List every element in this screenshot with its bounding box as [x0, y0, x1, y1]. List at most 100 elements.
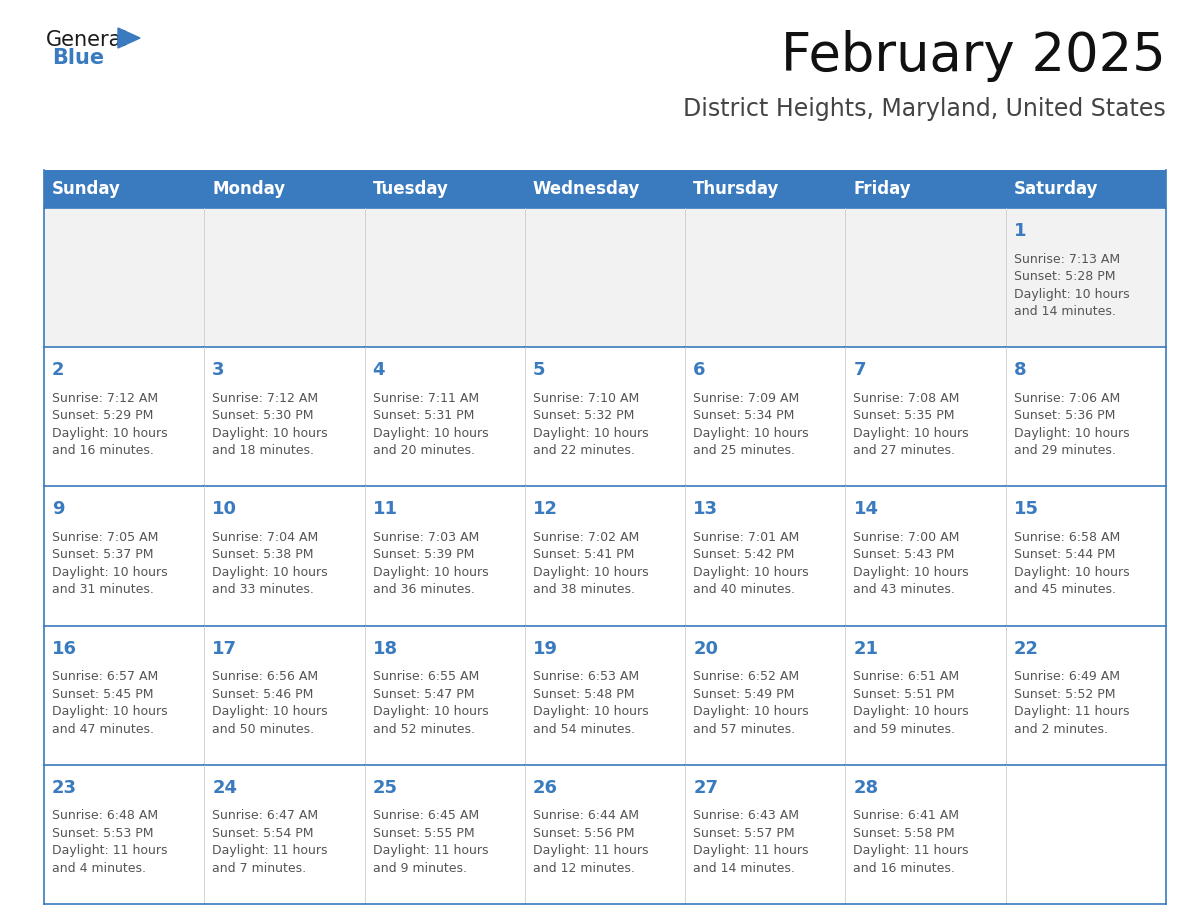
Text: Sunrise: 6:51 AM
Sunset: 5:51 PM
Daylight: 10 hours
and 59 minutes.: Sunrise: 6:51 AM Sunset: 5:51 PM Dayligh…	[853, 670, 969, 735]
Bar	[685, 765, 846, 904]
Text: Thursday: Thursday	[693, 180, 779, 198]
Bar	[44, 625, 204, 765]
Text: Sunrise: 7:00 AM
Sunset: 5:43 PM
Daylight: 10 hours
and 43 minutes.: Sunrise: 7:00 AM Sunset: 5:43 PM Dayligh…	[853, 531, 969, 597]
Bar	[685, 625, 846, 765]
Bar	[204, 170, 365, 208]
Text: District Heights, Maryland, United States: District Heights, Maryland, United State…	[683, 97, 1165, 121]
Bar	[365, 347, 525, 487]
Polygon shape	[118, 28, 140, 48]
Bar	[204, 765, 365, 904]
Bar	[685, 487, 846, 625]
Bar	[846, 208, 1006, 347]
Bar	[44, 208, 204, 347]
Bar	[204, 347, 365, 487]
Text: 4: 4	[373, 361, 385, 379]
Bar	[1006, 625, 1165, 765]
Text: Sunrise: 7:09 AM
Sunset: 5:34 PM
Daylight: 10 hours
and 25 minutes.: Sunrise: 7:09 AM Sunset: 5:34 PM Dayligh…	[693, 392, 809, 457]
Bar	[204, 487, 365, 625]
Bar	[525, 208, 685, 347]
Text: 1: 1	[1013, 222, 1026, 240]
Bar	[44, 487, 204, 625]
Text: Sunrise: 7:03 AM
Sunset: 5:39 PM
Daylight: 10 hours
and 36 minutes.: Sunrise: 7:03 AM Sunset: 5:39 PM Dayligh…	[373, 531, 488, 597]
Bar	[1006, 170, 1165, 208]
Text: Sunrise: 7:08 AM
Sunset: 5:35 PM
Daylight: 10 hours
and 27 minutes.: Sunrise: 7:08 AM Sunset: 5:35 PM Dayligh…	[853, 392, 969, 457]
Text: 11: 11	[373, 500, 398, 519]
Text: Sunrise: 7:05 AM
Sunset: 5:37 PM
Daylight: 10 hours
and 31 minutes.: Sunrise: 7:05 AM Sunset: 5:37 PM Dayligh…	[52, 531, 168, 597]
Text: 16: 16	[52, 640, 77, 657]
Text: 2: 2	[52, 361, 64, 379]
Text: Sunrise: 7:01 AM
Sunset: 5:42 PM
Daylight: 10 hours
and 40 minutes.: Sunrise: 7:01 AM Sunset: 5:42 PM Dayligh…	[693, 531, 809, 597]
Text: Sunrise: 7:13 AM
Sunset: 5:28 PM
Daylight: 10 hours
and 14 minutes.: Sunrise: 7:13 AM Sunset: 5:28 PM Dayligh…	[1013, 252, 1130, 318]
Text: Sunrise: 6:57 AM
Sunset: 5:45 PM
Daylight: 10 hours
and 47 minutes.: Sunrise: 6:57 AM Sunset: 5:45 PM Dayligh…	[52, 670, 168, 735]
Text: Sunrise: 7:04 AM
Sunset: 5:38 PM
Daylight: 10 hours
and 33 minutes.: Sunrise: 7:04 AM Sunset: 5:38 PM Dayligh…	[213, 531, 328, 597]
Bar	[365, 625, 525, 765]
Text: Tuesday: Tuesday	[373, 180, 448, 198]
Text: 17: 17	[213, 640, 238, 657]
Bar	[525, 170, 685, 208]
Text: Sunrise: 6:52 AM
Sunset: 5:49 PM
Daylight: 10 hours
and 57 minutes.: Sunrise: 6:52 AM Sunset: 5:49 PM Dayligh…	[693, 670, 809, 735]
Text: 19: 19	[533, 640, 558, 657]
Bar	[525, 487, 685, 625]
Text: Sunrise: 7:10 AM
Sunset: 5:32 PM
Daylight: 10 hours
and 22 minutes.: Sunrise: 7:10 AM Sunset: 5:32 PM Dayligh…	[533, 392, 649, 457]
Text: Sunrise: 6:58 AM
Sunset: 5:44 PM
Daylight: 10 hours
and 45 minutes.: Sunrise: 6:58 AM Sunset: 5:44 PM Dayligh…	[1013, 531, 1130, 597]
Text: 9: 9	[52, 500, 64, 519]
Bar	[44, 347, 204, 487]
Text: 3: 3	[213, 361, 225, 379]
Text: Sunrise: 6:48 AM
Sunset: 5:53 PM
Daylight: 11 hours
and 4 minutes.: Sunrise: 6:48 AM Sunset: 5:53 PM Dayligh…	[52, 810, 168, 875]
Text: Sunrise: 6:41 AM
Sunset: 5:58 PM
Daylight: 11 hours
and 16 minutes.: Sunrise: 6:41 AM Sunset: 5:58 PM Dayligh…	[853, 810, 969, 875]
Text: Sunrise: 6:49 AM
Sunset: 5:52 PM
Daylight: 11 hours
and 2 minutes.: Sunrise: 6:49 AM Sunset: 5:52 PM Dayligh…	[1013, 670, 1130, 735]
Text: Sunrise: 7:12 AM
Sunset: 5:29 PM
Daylight: 10 hours
and 16 minutes.: Sunrise: 7:12 AM Sunset: 5:29 PM Dayligh…	[52, 392, 168, 457]
Text: 18: 18	[373, 640, 398, 657]
Text: Sunrise: 6:44 AM
Sunset: 5:56 PM
Daylight: 11 hours
and 12 minutes.: Sunrise: 6:44 AM Sunset: 5:56 PM Dayligh…	[533, 810, 649, 875]
Text: Sunrise: 6:47 AM
Sunset: 5:54 PM
Daylight: 11 hours
and 7 minutes.: Sunrise: 6:47 AM Sunset: 5:54 PM Dayligh…	[213, 810, 328, 875]
Text: Sunrise: 7:02 AM
Sunset: 5:41 PM
Daylight: 10 hours
and 38 minutes.: Sunrise: 7:02 AM Sunset: 5:41 PM Dayligh…	[533, 531, 649, 597]
Text: 24: 24	[213, 778, 238, 797]
Text: 6: 6	[693, 361, 706, 379]
Text: 10: 10	[213, 500, 238, 519]
Text: Sunrise: 6:45 AM
Sunset: 5:55 PM
Daylight: 11 hours
and 9 minutes.: Sunrise: 6:45 AM Sunset: 5:55 PM Dayligh…	[373, 810, 488, 875]
Text: 23: 23	[52, 778, 77, 797]
Bar	[525, 765, 685, 904]
Text: 26: 26	[533, 778, 558, 797]
Text: Sunrise: 6:53 AM
Sunset: 5:48 PM
Daylight: 10 hours
and 54 minutes.: Sunrise: 6:53 AM Sunset: 5:48 PM Dayligh…	[533, 670, 649, 735]
Text: Sunday: Sunday	[52, 180, 121, 198]
Text: 12: 12	[533, 500, 558, 519]
Bar	[846, 625, 1006, 765]
Text: February 2025: February 2025	[782, 30, 1165, 82]
Bar	[1006, 347, 1165, 487]
Text: General: General	[46, 30, 128, 50]
Bar	[1006, 765, 1165, 904]
Text: 21: 21	[853, 640, 878, 657]
Bar	[44, 170, 204, 208]
Bar	[846, 347, 1006, 487]
Text: 8: 8	[1013, 361, 1026, 379]
Bar	[685, 347, 846, 487]
Bar	[525, 625, 685, 765]
Text: 15: 15	[1013, 500, 1038, 519]
Bar	[365, 208, 525, 347]
Text: Wednesday: Wednesday	[533, 180, 640, 198]
Text: 14: 14	[853, 500, 878, 519]
Text: Sunrise: 7:12 AM
Sunset: 5:30 PM
Daylight: 10 hours
and 18 minutes.: Sunrise: 7:12 AM Sunset: 5:30 PM Dayligh…	[213, 392, 328, 457]
Text: 5: 5	[533, 361, 545, 379]
Text: Sunrise: 6:56 AM
Sunset: 5:46 PM
Daylight: 10 hours
and 50 minutes.: Sunrise: 6:56 AM Sunset: 5:46 PM Dayligh…	[213, 670, 328, 735]
Text: 25: 25	[373, 778, 398, 797]
Text: Sunrise: 7:11 AM
Sunset: 5:31 PM
Daylight: 10 hours
and 20 minutes.: Sunrise: 7:11 AM Sunset: 5:31 PM Dayligh…	[373, 392, 488, 457]
Text: Blue: Blue	[52, 48, 105, 68]
Bar	[204, 625, 365, 765]
Text: Friday: Friday	[853, 180, 911, 198]
Text: 20: 20	[693, 640, 719, 657]
Bar	[1006, 208, 1165, 347]
Text: 28: 28	[853, 778, 879, 797]
Bar	[846, 765, 1006, 904]
Text: Sunrise: 7:06 AM
Sunset: 5:36 PM
Daylight: 10 hours
and 29 minutes.: Sunrise: 7:06 AM Sunset: 5:36 PM Dayligh…	[1013, 392, 1130, 457]
Bar	[365, 765, 525, 904]
Text: Monday: Monday	[213, 180, 285, 198]
Bar	[525, 347, 685, 487]
Bar	[846, 170, 1006, 208]
Bar	[1006, 487, 1165, 625]
Text: 13: 13	[693, 500, 719, 519]
Bar	[365, 170, 525, 208]
Bar	[685, 170, 846, 208]
Bar	[204, 208, 365, 347]
